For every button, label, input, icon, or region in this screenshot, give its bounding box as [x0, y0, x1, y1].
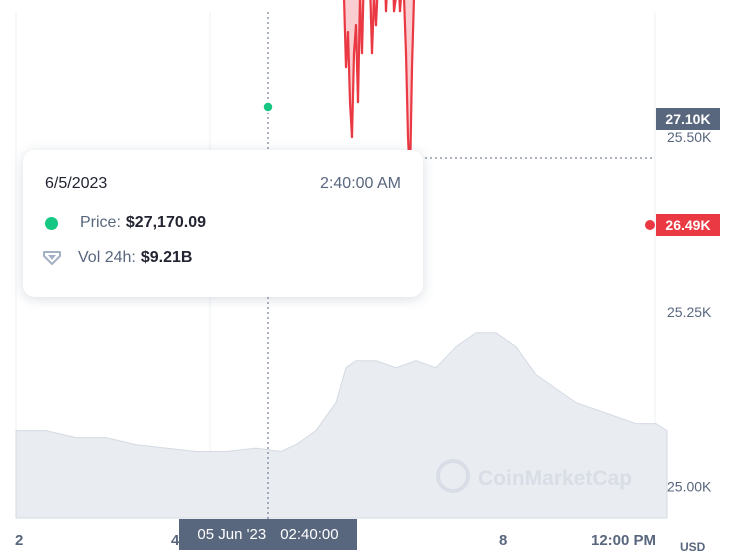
- tooltip-date: 6/5/2023: [45, 175, 108, 192]
- x-axis: 2 4 8 12:00 PM: [15, 532, 656, 549]
- tooltip-price-label: Price:: [80, 214, 121, 231]
- price-line-segment: [402, 0, 408, 55]
- y-axis-unit-label: USD: [680, 540, 706, 554]
- volume-area: [15, 332, 668, 519]
- y-tick-label: 25.50K: [667, 129, 712, 145]
- reference-lines: [425, 157, 655, 159]
- price-line-segment: [374, 0, 379, 27]
- x-tick-label: 2: [15, 532, 23, 549]
- tooltip-volume-row: Vol 24h: $9.21B: [43, 249, 193, 267]
- current-price-marker: [644, 219, 656, 231]
- volume-area-path: [15, 332, 668, 519]
- watermark: CoinMarketCap: [436, 459, 632, 493]
- tooltip-volume-label: Vol 24h:: [78, 249, 136, 266]
- price-line-segment: [398, 0, 402, 13]
- price-line-segment: [384, 0, 388, 13]
- x-tick-label: 12:00 PM: [591, 532, 656, 549]
- price-line-segment: [404, 52, 410, 139]
- price-line-segment: [392, 0, 397, 13]
- tooltip-time: 2:40:00 AM: [320, 175, 401, 192]
- price-line-segment: [346, 31, 352, 104]
- reference-price-badge: 27.10K: [656, 108, 720, 130]
- price-lines: [342, 0, 416, 181]
- tooltip-price-row: Price: $27,170.09: [45, 214, 206, 232]
- crosshair-date: 05 Jun '23: [197, 526, 267, 543]
- price-dot-icon: [45, 216, 58, 230]
- current-price-badge: 26.49K: [656, 214, 720, 236]
- price-line-segment: [360, 0, 365, 55]
- volume-shield-icon: [43, 251, 61, 265]
- x-tick-label: 4: [171, 532, 180, 549]
- y-tick-label: 25.00K: [667, 479, 712, 495]
- crosshair-time-label: 05 Jun '23 02:40:00: [179, 519, 357, 550]
- y-tick-label: 25.25K: [667, 304, 712, 320]
- watermark-text: CoinMarketCap: [478, 467, 632, 490]
- price-tooltip: 6/5/2023 2:40:00 AM Price: $27,170.09 Vo…: [23, 150, 423, 297]
- x-tick-label: 8: [499, 532, 507, 549]
- tooltip-price-value: $27,170.09: [125, 214, 206, 231]
- tooltip-volume-value: $9.21B: [140, 249, 193, 266]
- hover-point-marker: [262, 101, 274, 113]
- crosshair-time: 02:40:00: [280, 526, 339, 543]
- watermark-logo-icon: [436, 459, 470, 493]
- price-line-segment: [350, 52, 356, 139]
- price-line-segment: [410, 0, 416, 69]
- y-axis: 27.50K27.25K27.00K26.75K26.50K26.25K26.0…: [667, 129, 712, 495]
- markers: [262, 101, 656, 231]
